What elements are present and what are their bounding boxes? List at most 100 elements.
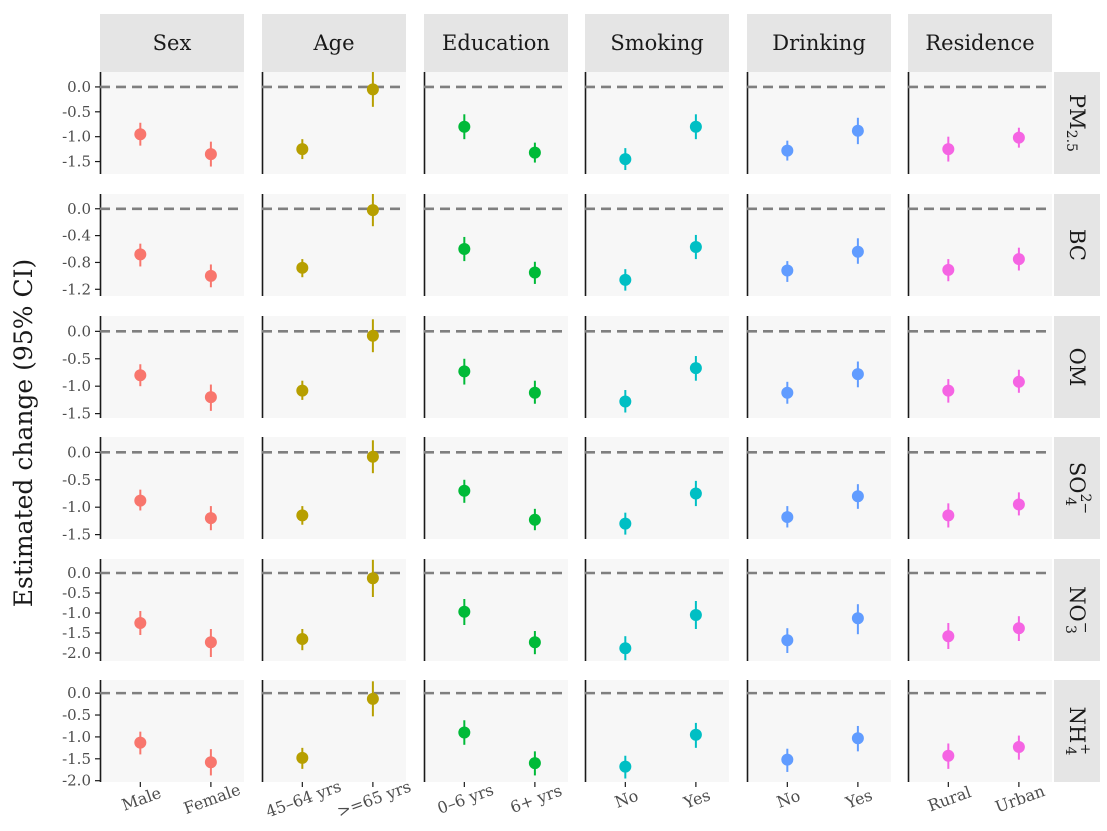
point-om-age-65-yrs (366, 329, 379, 342)
point-pm2-5-smoking-no (619, 153, 632, 166)
point-nh4-residence-rural (942, 749, 955, 762)
x-tick-label-age-65-yrs: >=65 yrs (334, 777, 413, 821)
strip-label-smoking: Smoking (610, 31, 703, 55)
point-pm2-5-sex-female (204, 148, 217, 161)
panel-so4-residence (908, 437, 1052, 539)
point-pm2-5-sex-male (134, 128, 147, 141)
panel-so4-age (262, 437, 406, 539)
panel-om-age (262, 316, 406, 418)
y-tick-label-pm2-5-1: -0.5 (62, 103, 91, 121)
point-bc-age-65-yrs (366, 204, 379, 217)
y-tick-label-nh4-4: -2.0 (62, 772, 91, 790)
point-om-smoking-no (619, 395, 632, 408)
y-tick-label-pm2-5-3: -1.5 (62, 153, 91, 171)
panel-nh4-smoking (585, 680, 729, 782)
x-tick-label-residence-rural: Rural (925, 782, 973, 815)
point-bc-drinking-no (781, 264, 794, 277)
point-bc-residence-urban (1012, 253, 1025, 266)
point-bc-drinking-yes (851, 245, 864, 258)
point-so4-sex-female (204, 512, 217, 525)
point-pm2-5-drinking-no (781, 144, 794, 157)
point-no3-residence-urban (1012, 622, 1025, 635)
panel-no3-drinking (747, 559, 891, 661)
point-nh4-residence-urban (1012, 740, 1025, 753)
point-bc-residence-rural (942, 263, 955, 276)
y-tick-label-nh4-2: -1.0 (62, 728, 91, 746)
x-tick-label-drinking-yes: Yes (842, 785, 875, 812)
point-no3-smoking-no (619, 642, 632, 655)
point-so4-age-65-yrs (366, 450, 379, 463)
point-so4-smoking-yes (689, 487, 702, 500)
point-om-drinking-yes (851, 368, 864, 381)
x-tick-label-sex-male: Male (119, 783, 164, 815)
point-so4-drinking-yes (851, 490, 864, 503)
point-om-education-6-yrs (528, 386, 541, 399)
point-no3-education-6-yrs (528, 636, 541, 649)
row-strip-no3 (1054, 559, 1100, 661)
strip-education (424, 14, 568, 72)
row-strip-om (1054, 316, 1100, 418)
panel-nh4-residence (908, 680, 1052, 782)
panel-no3-sex (100, 559, 244, 661)
point-pm2-5-education-6-yrs (528, 146, 541, 159)
panel-pm2-5-smoking (585, 72, 729, 174)
panel-bc-smoking (585, 194, 729, 296)
strip-label-drinking: Drinking (772, 31, 866, 55)
x-tick-label-residence-urban: Urban (993, 781, 1048, 816)
y-tick-label-nh4-1: -0.5 (62, 706, 91, 724)
panel-om-education (424, 316, 568, 418)
row-strip-so4 (1054, 437, 1100, 539)
row-label-om: OM (1065, 348, 1089, 387)
y-tick-label-om-3: -1.5 (62, 405, 91, 423)
y-tick-label-bc-1: -0.4 (62, 227, 91, 245)
x-tick-label-smoking-no: No (612, 786, 641, 812)
y-tick-label-bc-2: -0.8 (62, 253, 91, 271)
y-tick-label-no3-4: -2.0 (62, 644, 91, 662)
point-nh4-education-6-yrs (528, 757, 541, 770)
point-so4-residence-urban (1012, 498, 1025, 511)
panel-so4-sex (100, 437, 244, 539)
y-tick-label-om-1: -0.5 (62, 350, 91, 368)
point-om-smoking-yes (689, 362, 702, 375)
panel-so4-smoking (585, 437, 729, 539)
point-pm2-5-age-65-yrs (366, 83, 379, 96)
panel-bc-residence (908, 194, 1052, 296)
y-tick-label-om-0: 0.0 (67, 322, 91, 340)
y-tick-label-no3-2: -1.0 (62, 604, 91, 622)
point-bc-sex-male (134, 248, 147, 261)
point-bc-education-6-yrs (528, 266, 541, 279)
point-nh4-drinking-yes (851, 732, 864, 745)
panel-bc-age (262, 194, 406, 296)
y-tick-label-so4-3: -1.5 (62, 526, 91, 544)
point-bc-smoking-yes (689, 241, 702, 254)
strip-label-sex: Sex (153, 31, 192, 55)
x-tick-label-sex-female: Female (181, 780, 243, 818)
y-tick-label-no3-3: -1.5 (62, 624, 91, 642)
point-bc-sex-female (204, 269, 217, 282)
row-strip-pm2-5 (1054, 72, 1100, 174)
row-label-pm2-5: PM2.5 (1063, 94, 1089, 152)
panel-bc-drinking (747, 194, 891, 296)
point-pm2-5-smoking-yes (689, 120, 702, 133)
y-tick-label-om-2: -1.0 (62, 377, 91, 395)
point-no3-age-65-yrs (366, 572, 379, 585)
point-bc-age-45-64-yrs (296, 261, 309, 274)
point-om-residence-rural (942, 384, 955, 397)
panel-pm2-5-education (424, 72, 568, 174)
point-so4-drinking-no (781, 511, 794, 524)
panel-no3-residence (908, 559, 1052, 661)
strip-age (262, 14, 406, 72)
point-so4-age-45-64-yrs (296, 509, 309, 522)
y-tick-label-so4-0: 0.0 (67, 443, 91, 461)
point-so4-sex-male (134, 494, 147, 507)
panel-pm2-5-residence (908, 72, 1052, 174)
panel-om-residence (908, 316, 1052, 418)
y-tick-label-no3-1: -0.5 (62, 584, 91, 602)
row-label-no3: NO−3 (1062, 586, 1093, 634)
y-tick-label-pm2-5-2: -1.0 (62, 128, 91, 146)
point-no3-drinking-no (781, 634, 794, 647)
row-strip-bc (1054, 194, 1100, 296)
panel-pm2-5-drinking (747, 72, 891, 174)
x-tick-label-education-6-yrs: 6+ yrs (508, 781, 565, 817)
point-nh4-age-65-yrs (366, 692, 379, 705)
